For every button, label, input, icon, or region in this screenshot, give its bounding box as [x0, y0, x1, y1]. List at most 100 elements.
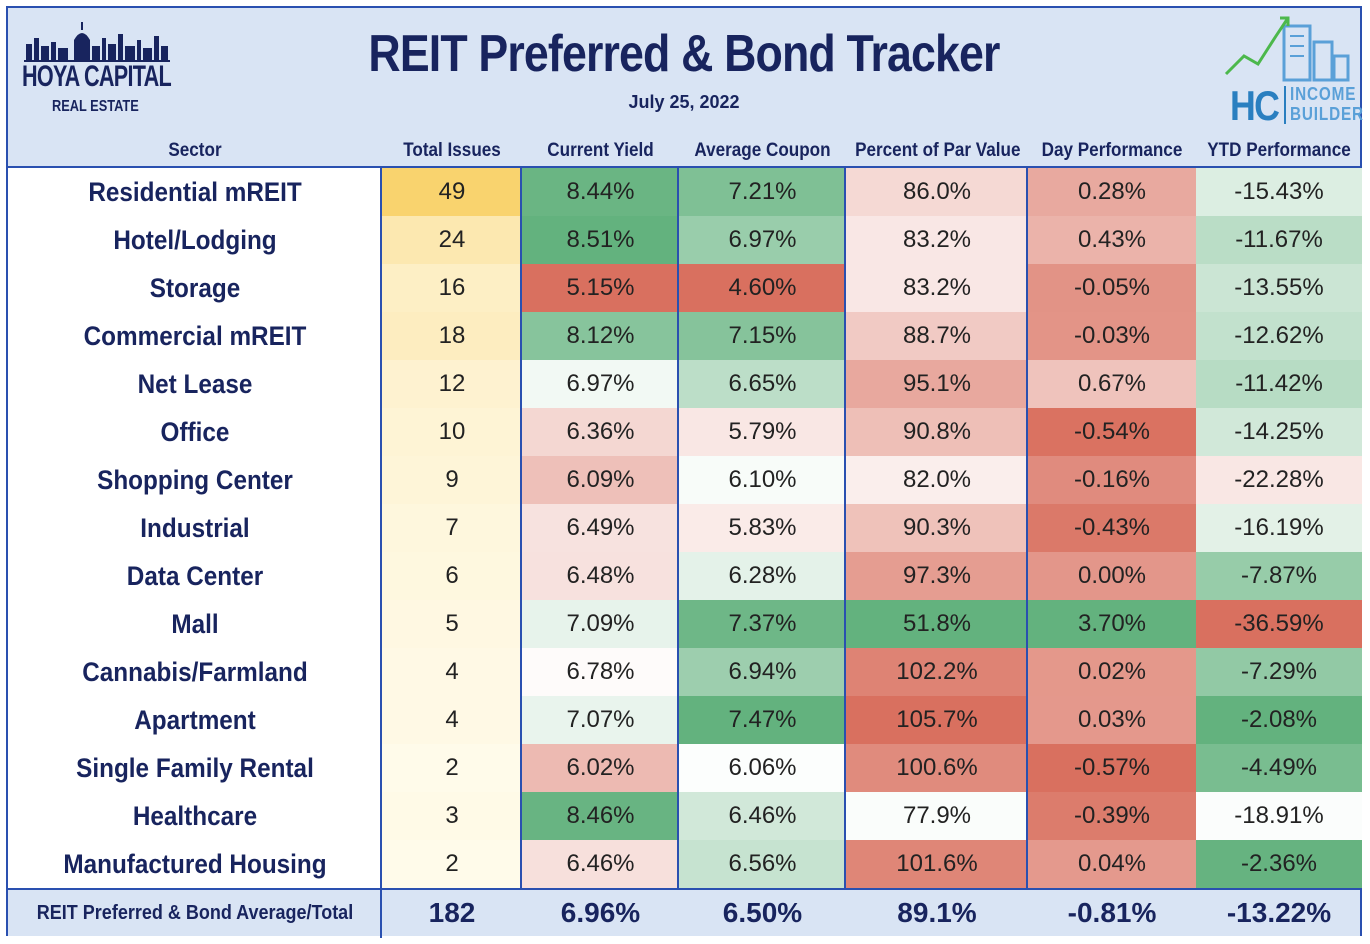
total-row: REIT Preferred & Bond Average/Total 182 … [8, 888, 1360, 936]
cell-ytd-performance: -14.25% [1196, 408, 1362, 456]
logo-divider [1284, 86, 1286, 124]
row-label-sector: Commercial mREIT [83, 321, 307, 351]
cell-percent-par: 90.8% [846, 408, 1028, 456]
cell-total-issues: 7 [382, 504, 522, 552]
row-label-sector: Mall [171, 609, 219, 639]
cell-percent-par: 95.1% [846, 360, 1028, 408]
cell-average-coupon: 6.46% [679, 792, 846, 840]
cell-percent-par: 86.0% [846, 168, 1028, 216]
cell-current-yield: 8.51% [522, 216, 679, 264]
cell-ytd-performance: -16.19% [1196, 504, 1362, 552]
divider-issues [520, 168, 522, 888]
total-day-performance-value: -0.81% [1067, 897, 1157, 928]
cell-day-performance: -0.57% [1028, 744, 1196, 792]
cell-ytd-performance: -22.28% [1196, 456, 1362, 504]
cell-total-issues: 4 [382, 648, 522, 696]
tracker-frame: HOYA CAPITAL REAL ESTATE REIT Preferred … [6, 6, 1363, 938]
cell-day-performance: -0.03% [1028, 312, 1196, 360]
divider-par [1026, 168, 1028, 888]
cell-current-yield: 8.44% [522, 168, 679, 216]
cell-current-yield: 6.48% [522, 552, 679, 600]
cell-average-coupon: 6.06% [679, 744, 846, 792]
cell-total-issues: 6 [382, 552, 522, 600]
cell-current-yield: 6.78% [522, 648, 679, 696]
cell-ytd-performance: -12.62% [1196, 312, 1362, 360]
cell-ytd-performance: -2.36% [1196, 840, 1362, 888]
page-title: REIT Preferred & Bond Tracker [368, 25, 1000, 83]
total-ytd-performance-value: -13.22% [1226, 897, 1332, 928]
cell-total-issues: 3 [382, 792, 522, 840]
cell-day-performance: -0.39% [1028, 792, 1196, 840]
cell-percent-par: 97.3% [846, 552, 1028, 600]
report-date: July 25, 2022 [628, 92, 740, 112]
cell-total-issues: 10 [382, 408, 522, 456]
cell-average-coupon: 6.28% [679, 552, 846, 600]
cell-average-coupon: 5.83% [679, 504, 846, 552]
buildings-chart-icon [1224, 16, 1350, 82]
cell-day-performance: 0.02% [1028, 648, 1196, 696]
row-label-sector: Single Family Rental [76, 753, 314, 783]
cell-total-issues: 5 [382, 600, 522, 648]
row-label-sector: Industrial [140, 513, 250, 543]
row-label-sector: Shopping Center [97, 465, 293, 495]
cell-average-coupon: 6.94% [679, 648, 846, 696]
row-label-sector: Manufactured Housing [63, 849, 327, 879]
cell-day-performance: -0.05% [1028, 264, 1196, 312]
logo-left-sub: REAL ESTATE [52, 98, 139, 115]
col-header-current-yield: Current Yield [547, 140, 654, 161]
cell-average-coupon: 6.56% [679, 840, 846, 888]
logo-right-builder: BUILDER [1290, 104, 1364, 124]
cell-average-coupon: 6.10% [679, 456, 846, 504]
col-header-total-issues: Total Issues [403, 140, 501, 161]
cell-day-performance: 0.04% [1028, 840, 1196, 888]
col-header-ytd-performance: YTD Performance [1207, 140, 1351, 161]
cell-average-coupon: 5.79% [679, 408, 846, 456]
cell-percent-par: 102.2% [846, 648, 1028, 696]
cell-percent-par: 51.8% [846, 600, 1028, 648]
cell-average-coupon: 7.37% [679, 600, 846, 648]
cell-ytd-performance: -15.43% [1196, 168, 1362, 216]
cell-current-yield: 6.46% [522, 840, 679, 888]
row-label-sector: Residential mREIT [88, 177, 302, 207]
divider-sector [380, 168, 382, 938]
cell-total-issues: 49 [382, 168, 522, 216]
cell-day-performance: 3.70% [1028, 600, 1196, 648]
cell-percent-par: 90.3% [846, 504, 1028, 552]
total-issues-value: 182 [428, 897, 476, 928]
col-header-average-coupon: Average Coupon [694, 140, 831, 161]
cell-day-performance: 0.28% [1028, 168, 1196, 216]
footer-divider [380, 890, 382, 936]
cell-total-issues: 18 [382, 312, 522, 360]
col-header-day-performance: Day Performance [1041, 140, 1183, 161]
total-percent-par-value: 89.1% [897, 897, 977, 928]
cell-ytd-performance: -13.55% [1196, 264, 1362, 312]
cell-day-performance: 0.43% [1028, 216, 1196, 264]
cell-ytd-performance: -4.49% [1196, 744, 1362, 792]
cell-total-issues: 9 [382, 456, 522, 504]
cell-day-performance: -0.16% [1028, 456, 1196, 504]
col-header-percent-par: Percent of Par Value [855, 140, 1021, 161]
cell-percent-par: 101.6% [846, 840, 1028, 888]
cell-average-coupon: 7.21% [679, 168, 846, 216]
cell-percent-par: 105.7% [846, 696, 1028, 744]
total-label: REIT Preferred & Bond Average/Total [36, 902, 354, 924]
col-header-sector: Sector [168, 140, 222, 161]
cell-ytd-performance: -7.29% [1196, 648, 1362, 696]
cell-current-yield: 6.02% [522, 744, 679, 792]
cell-total-issues: 2 [382, 840, 522, 888]
row-label-sector: Cannabis/Farmland [82, 657, 308, 687]
cell-ytd-performance: -11.67% [1196, 216, 1362, 264]
header-band: HOYA CAPITAL REAL ESTATE REIT Preferred … [8, 8, 1363, 168]
cell-average-coupon: 4.60% [679, 264, 846, 312]
logo-right-main: HC [1230, 82, 1280, 129]
cell-ytd-performance: -7.87% [1196, 552, 1362, 600]
cell-current-yield: 7.09% [522, 600, 679, 648]
cell-current-yield: 7.07% [522, 696, 679, 744]
cell-percent-par: 77.9% [846, 792, 1028, 840]
row-label-sector: Hotel/Lodging [113, 225, 277, 255]
row-label-sector: Apartment [134, 705, 256, 735]
row-label-sector: Storage [149, 273, 241, 303]
divider-yield [677, 168, 679, 888]
cell-ytd-performance: -18.91% [1196, 792, 1362, 840]
cell-day-performance: 0.00% [1028, 552, 1196, 600]
